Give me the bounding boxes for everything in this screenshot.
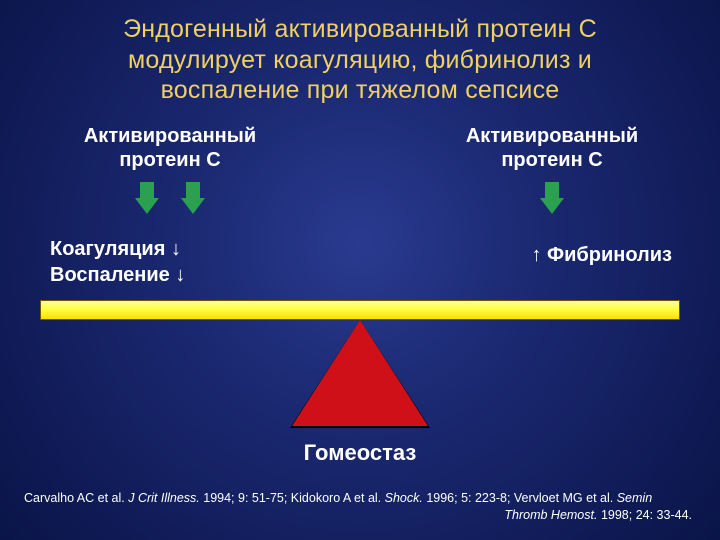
left-arrows: [50, 182, 290, 214]
cite-journal: Thromb Hemost.: [504, 508, 597, 522]
down-arrow-icon: [181, 182, 205, 214]
slide-title: Эндогенный активированный протеин C моду…: [0, 14, 720, 106]
right-effects: ↑ Фибринолиз: [432, 244, 672, 267]
down-arrow-icon: [135, 182, 159, 214]
right-heading-l2: протеин C: [501, 149, 602, 171]
down-symbol-icon: ↓: [175, 264, 185, 286]
up-symbol-icon: ↑: [531, 244, 541, 266]
right-heading-l1: Активированный: [466, 125, 638, 147]
arrow-stem: [140, 182, 154, 198]
down-arrow-icon: [540, 182, 564, 214]
effect-coagulation: Коагуляция: [50, 238, 165, 260]
left-heading: Активированный протеин C: [50, 124, 290, 172]
right-arrows: [432, 182, 672, 214]
left-column: Активированный протеин C: [50, 124, 290, 214]
balance-beam: [40, 300, 680, 320]
fulcrum-triangle-icon: [292, 320, 428, 426]
cite-journal: Semin: [617, 491, 652, 505]
arrow-head: [181, 198, 205, 214]
arrow-stem: [186, 182, 200, 198]
cite-journal: Shock.: [385, 491, 423, 505]
slide-root: Эндогенный активированный протеин C моду…: [0, 0, 720, 540]
left-effects: Коагуляция ↓ Воспаление ↓: [50, 236, 310, 288]
right-column: Активированный протеин C: [432, 124, 672, 214]
cite-text: 1996; 5: 223-8; Vervloet MG et al.: [423, 491, 617, 505]
effect-inflammation: Воспаление: [50, 264, 170, 286]
left-heading-l1: Активированный: [84, 125, 256, 147]
homeostasis-label: Гомеостаз: [0, 440, 720, 466]
cite-journal: J Crit Illness.: [128, 491, 200, 505]
title-line-3: воспаление при тяжелом сепсисе: [161, 76, 560, 104]
arrow-head: [540, 198, 564, 214]
cite-text: Carvalho AC et al.: [24, 491, 128, 505]
title-line-1: Эндогенный активированный протеин C: [123, 15, 597, 43]
cite-text: 1994; 9: 51-75; Kidokoro A et al.: [200, 491, 385, 505]
left-heading-l2: протеин C: [119, 149, 220, 171]
citation: Carvalho AC et al. J Crit Illness. 1994;…: [24, 490, 696, 524]
down-symbol-icon: ↓: [171, 238, 181, 260]
arrow-stem: [545, 182, 559, 198]
effect-fibrinolysis: Фибринолиз: [547, 244, 672, 266]
title-line-2: модулирует коагуляцию, фибринолиз и: [128, 46, 592, 74]
cite-line2: Thromb Hemost. 1998; 24: 33-44.: [24, 507, 696, 524]
right-heading: Активированный протеин C: [432, 124, 672, 172]
arrow-head: [135, 198, 159, 214]
beam-bar: [40, 300, 680, 320]
cite-text: 1998; 24: 33-44.: [597, 508, 692, 522]
